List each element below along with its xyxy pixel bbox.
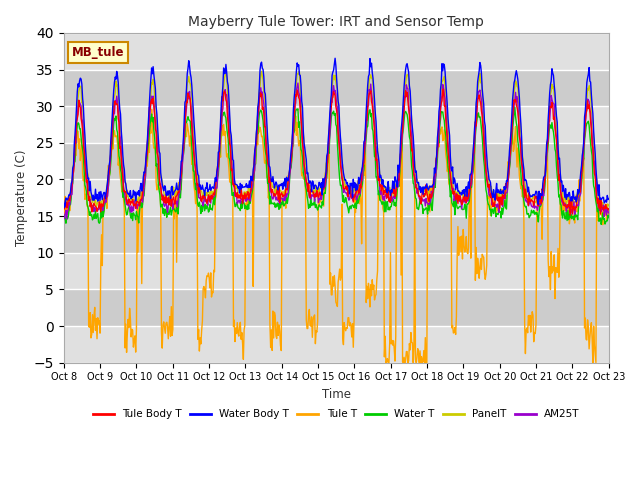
Water Body T <box>605 196 612 202</box>
Tule T <box>211 269 218 275</box>
Water T <box>70 162 77 168</box>
Bar <box>63 70 609 106</box>
Tule T <box>182 131 189 137</box>
Line: Water Body T: Water Body T <box>63 58 609 207</box>
Bar <box>63 180 609 216</box>
AM25T <box>605 210 612 216</box>
Water Body T <box>70 142 78 147</box>
Water Body T <box>182 98 189 104</box>
AM25T <box>420 197 428 203</box>
Tule T <box>70 165 77 170</box>
Water Body T <box>61 204 68 210</box>
Tule Body T <box>70 169 77 175</box>
Y-axis label: Temperature (C): Temperature (C) <box>15 150 28 246</box>
AM25T <box>182 112 189 118</box>
AM25T <box>294 80 302 86</box>
Bar <box>63 289 609 326</box>
Water T <box>60 214 67 220</box>
Tule Body T <box>60 204 67 210</box>
Bar <box>63 326 609 363</box>
Water T <box>605 215 612 220</box>
PanelT <box>60 205 67 211</box>
Tule Body T <box>210 190 218 196</box>
Water T <box>181 133 189 139</box>
Water Body T <box>332 55 339 61</box>
Bar <box>63 216 609 253</box>
Tule T <box>148 107 156 112</box>
Tule T <box>605 212 612 217</box>
PanelT <box>126 200 134 205</box>
Tule Body T <box>181 124 189 130</box>
PanelT <box>600 207 607 213</box>
AM25T <box>404 86 412 92</box>
Bar <box>63 106 609 143</box>
Water T <box>511 104 518 110</box>
Legend: Tule Body T, Water Body T, Tule T, Water T, PanelT, AM25T: Tule Body T, Water Body T, Tule T, Water… <box>89 405 584 423</box>
Tule T <box>382 360 390 366</box>
PanelT <box>70 162 77 168</box>
Tule Body T <box>126 199 134 204</box>
AM25T <box>63 216 70 222</box>
Tule T <box>126 305 134 311</box>
Bar <box>63 253 609 289</box>
PanelT <box>258 68 266 74</box>
Line: AM25T: AM25T <box>63 83 609 219</box>
Water T <box>403 110 410 116</box>
Text: MB_tule: MB_tule <box>72 46 124 59</box>
PanelT <box>210 193 218 199</box>
Water Body T <box>404 65 412 71</box>
Tule T <box>60 216 67 221</box>
Water T <box>419 202 426 208</box>
X-axis label: Time: Time <box>322 388 351 401</box>
AM25T <box>70 156 78 162</box>
Water Body T <box>127 188 134 193</box>
Water Body T <box>211 181 218 187</box>
Tule Body T <box>605 206 612 212</box>
Water Body T <box>420 184 428 190</box>
Tule T <box>420 348 428 353</box>
Line: Tule T: Tule T <box>63 109 609 363</box>
AM25T <box>60 216 67 222</box>
Bar <box>63 33 609 70</box>
PanelT <box>605 203 612 208</box>
Water T <box>210 193 218 199</box>
Line: Water T: Water T <box>63 107 609 224</box>
PanelT <box>181 116 189 121</box>
Line: PanelT: PanelT <box>63 71 609 210</box>
Tule Body T <box>403 94 410 99</box>
Tule Body T <box>566 212 574 218</box>
AM25T <box>211 193 218 199</box>
AM25T <box>127 209 134 215</box>
PanelT <box>419 184 427 190</box>
Water T <box>126 205 134 211</box>
Water T <box>597 221 605 227</box>
PanelT <box>403 72 411 77</box>
Tule Body T <box>440 86 447 92</box>
Line: Tule Body T: Tule Body T <box>63 89 609 215</box>
Title: Mayberry Tule Tower: IRT and Sensor Temp: Mayberry Tule Tower: IRT and Sensor Temp <box>188 15 484 29</box>
Bar <box>63 143 609 180</box>
Water Body T <box>60 197 67 203</box>
Tule Body T <box>419 188 426 193</box>
Tule T <box>404 360 412 366</box>
